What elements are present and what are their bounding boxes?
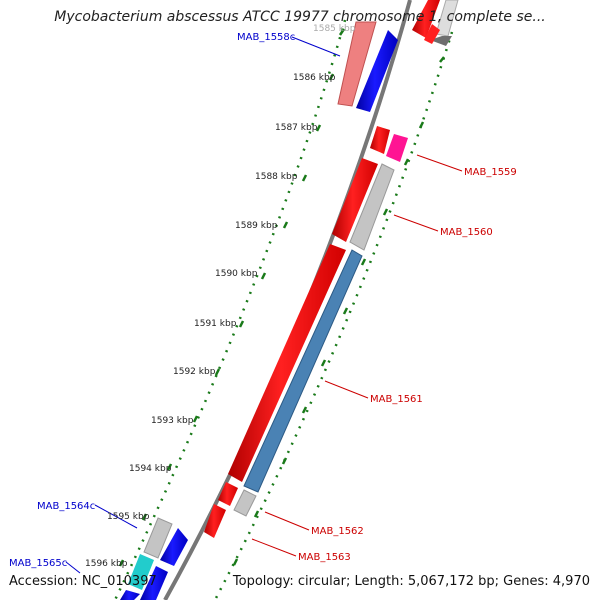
gene-mab1562-red[interactable]	[218, 482, 238, 506]
kbp-tick-labels: 1585 kbp 1586 kbp 1587 kbp 1588 kbp 1589…	[85, 24, 356, 569]
gene-label-mab1561[interactable]: MAB_1561	[370, 394, 423, 405]
tick-label-1586: 1586 kbp	[293, 73, 336, 83]
tick-label-1589: 1589 kbp	[235, 221, 278, 231]
gene-mab1565c-cyan[interactable]	[128, 554, 154, 590]
tick-label-1587: 1587 kbp	[275, 123, 318, 133]
kbp-tick-marks	[118, 28, 346, 567]
gene-mab1561-steelblue[interactable]	[243, 249, 363, 493]
gene-mab1562-grey[interactable]	[233, 489, 257, 517]
gene-top-darkgrey[interactable]	[430, 36, 452, 46]
tick-label-1592: 1592 kbp	[173, 367, 216, 377]
gene-label-mab1559[interactable]: MAB_1559	[464, 167, 517, 178]
gene-label-mab1564c[interactable]: MAB_1564c	[37, 501, 95, 512]
gene-features	[120, 0, 459, 600]
inner-dotted-ring	[113, 19, 347, 600]
gene-mab1565c-blue-2[interactable]	[120, 590, 140, 600]
gene-name-labels: MAB_1558c MAB_1559 MAB_1560 MAB_1561 MAB…	[9, 32, 517, 569]
gene-top-red-2[interactable]	[424, 24, 440, 44]
tick-label-1594: 1594 kbp	[129, 464, 172, 474]
gene-label-mab1558c[interactable]: MAB_1558c	[237, 32, 295, 43]
gene-mab1559-red[interactable]	[370, 126, 390, 154]
gene-mab1560-red[interactable]	[332, 158, 378, 242]
map-title: Mycobacterium abscessus ATCC 19977 chrom…	[54, 9, 546, 25]
outer-dotted-ring	[213, 31, 454, 600]
gene-mab1564c-blue[interactable]	[160, 528, 188, 566]
tick-label-1590: 1590 kbp	[215, 269, 258, 279]
outer-ring-ticks	[232, 56, 445, 566]
tick-label-1596: 1596 kbp	[85, 559, 128, 569]
gene-mab1565c-blue[interactable]	[140, 566, 168, 600]
tick-label-1595: 1595 kbp	[107, 512, 150, 522]
gene-mab1563-red[interactable]	[204, 504, 226, 538]
gene-mab1560-grey[interactable]	[349, 163, 395, 251]
gene-mab1559-magenta[interactable]	[386, 134, 408, 162]
tick-label-1588: 1588 kbp	[255, 172, 298, 182]
gene-mab1564c-grey[interactable]	[143, 517, 173, 559]
gene-label-mab1563[interactable]: MAB_1563	[298, 552, 351, 563]
genome-stats-text: Topology: circular; Length: 5,067,172 bp…	[232, 574, 590, 589]
gene-label-mab1562[interactable]: MAB_1562	[311, 526, 364, 537]
gene-mab1558c-blue[interactable]	[356, 30, 398, 112]
tick-label-1591: 1591 kbp	[194, 319, 237, 329]
tick-label-1585: 1585 kbp	[313, 24, 356, 34]
gene-label-mab1565c[interactable]: MAB_1565c	[9, 558, 67, 569]
gene-top-red[interactable]	[412, 0, 440, 38]
tick-label-1593: 1593 kbp	[151, 416, 194, 426]
label-leader-lines	[65, 36, 463, 574]
accession-text: Accession: NC_010397	[9, 574, 157, 589]
gene-mab1561-red[interactable]	[228, 244, 346, 482]
gene-mab1558c-pink[interactable]	[337, 21, 377, 107]
gene-label-mab1560[interactable]: MAB_1560	[440, 227, 493, 238]
